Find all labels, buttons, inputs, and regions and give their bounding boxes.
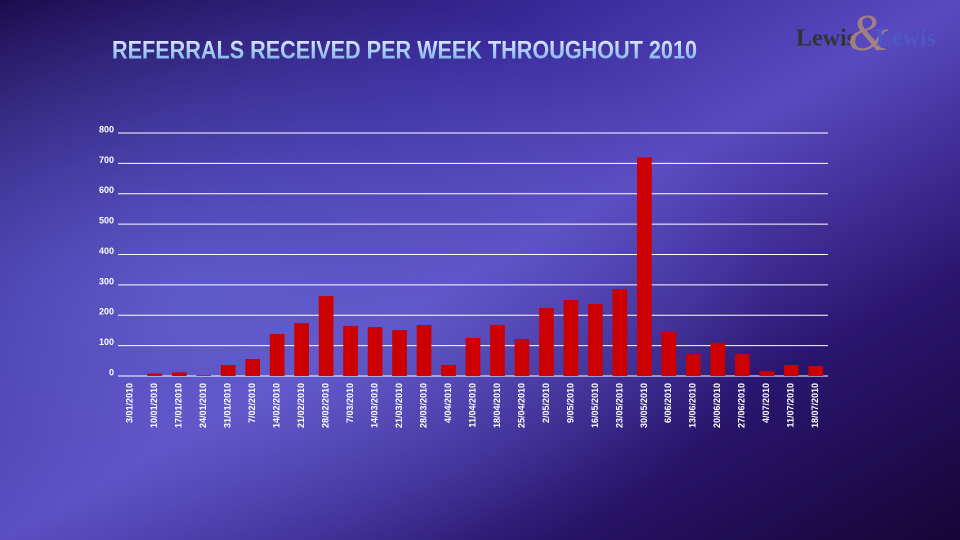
bar [514,338,530,376]
x-tick-label: 11/04/2010 [467,383,477,428]
logo-ampersand: & [848,5,889,62]
bar [171,372,187,376]
bar [392,330,407,376]
bar [465,338,481,376]
y-tick-label: 400 [99,246,114,256]
y-tick-label: 0 [109,367,114,377]
x-tick-label: 20/06/2010 [712,383,722,428]
x-tick-label: 3/01/2010 [125,383,135,423]
x-tick-label: 24/01/2010 [198,383,208,428]
bar [612,289,628,376]
x-tick-label: 21/02/2010 [296,383,306,428]
bar [367,327,383,376]
x-tick-label: 31/01/2010 [223,383,233,428]
x-tick-label: 7/02/2010 [247,383,257,423]
x-tick-label: 11/07/2010 [786,383,796,428]
x-tick-label: 14/02/2010 [272,383,282,428]
x-tick-label: 18/04/2010 [492,383,502,428]
logo-text: Lewis [876,26,936,52]
y-tick-label: 800 [99,124,114,134]
bar [245,358,260,376]
x-tick-label: 17/01/2010 [174,383,184,428]
x-tick-label: 28/02/2010 [320,383,330,428]
bar [734,354,750,376]
bar [269,334,285,376]
x-tick-label: 25/04/2010 [516,383,526,428]
bar [637,157,652,376]
bar [294,323,309,376]
bar [539,307,554,376]
x-tick-label: 16/05/2010 [590,383,600,428]
x-tick-label: 7/03/2010 [345,383,355,423]
bar [490,324,505,376]
bar [661,331,677,376]
y-tick-label: 300 [99,276,114,286]
y-tick-label: 700 [99,155,114,165]
bar [588,304,603,376]
x-tick-label: 14/03/2010 [369,383,379,428]
y-tick-label: 100 [99,337,114,347]
x-tick-label: 21/03/2010 [394,383,404,428]
plot: 0 100 200 300 400 500 600 700 800 3/01/2010 10/01/… [99,124,828,428]
x-tick-label: 6/06/2010 [663,383,673,423]
x-tick-label: 4/07/2010 [761,383,771,423]
bar [318,296,334,376]
y-tick-label: 200 [99,307,114,317]
bar [808,365,824,376]
x-tick-label: 9/05/2010 [565,383,575,423]
x-tick-label: 18/07/2010 [810,383,820,428]
bar [783,365,799,376]
bar [343,325,358,376]
x-tick-label: 2/05/2010 [541,383,551,423]
logo-text: Lewis [796,26,856,52]
bar [710,342,726,376]
x-tick-label: 23/05/2010 [614,383,624,428]
bar [441,365,456,376]
x-tick-label: 4/04/2010 [443,383,453,423]
chart-title: REFERRALS RECEIVED PER WEEK THROUGHOUT 2… [112,37,697,65]
x-tick-label: 27/06/2010 [737,383,747,428]
y-tick-label: 500 [99,216,114,226]
x-tick-label: 28/03/2010 [418,383,428,428]
bar [416,324,432,376]
x-tick-label: 10/01/2010 [149,383,159,428]
bar [759,371,775,376]
bar [220,365,236,376]
bar [147,373,163,376]
bar [686,354,701,376]
y-tick-label: 600 [99,185,114,195]
x-tick-label: 13/06/2010 [688,383,698,428]
bar [563,300,579,376]
x-tick-label: 30/05/2010 [639,383,649,428]
bar [196,375,212,376]
